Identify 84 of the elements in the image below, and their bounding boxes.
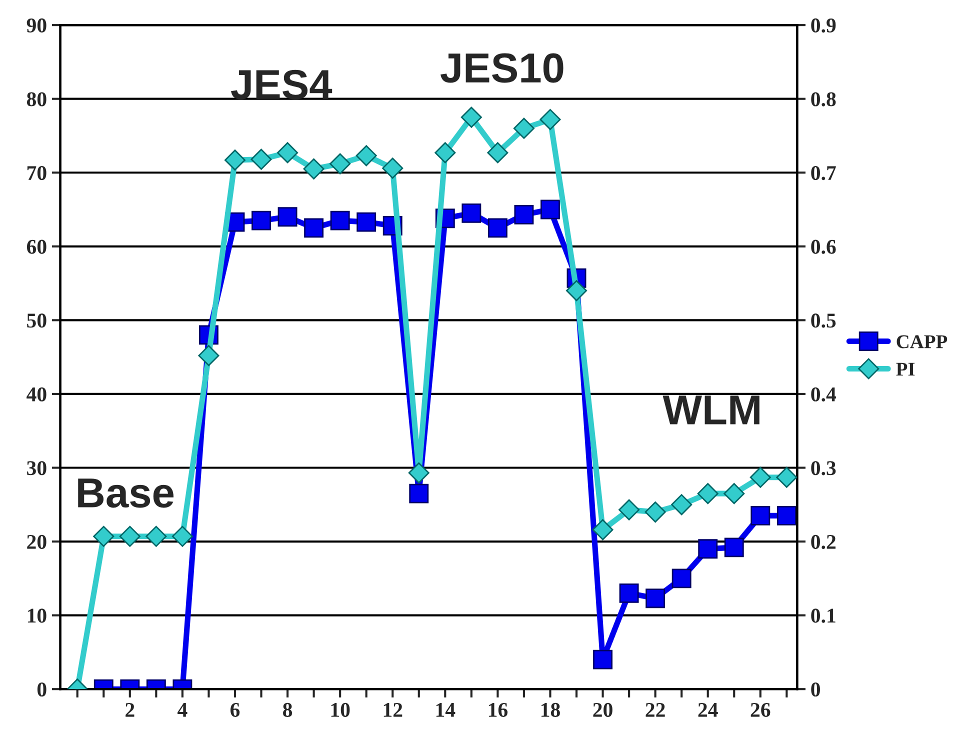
x-tick-label: 2	[126, 702, 134, 717]
point	[330, 153, 351, 174]
x-tick-label: 22	[646, 702, 665, 717]
point	[356, 145, 377, 166]
x-tick-label: 20	[593, 702, 612, 717]
y2-tick-label: 0.4	[811, 387, 836, 402]
point	[671, 494, 692, 516]
annotation: JES10	[440, 53, 564, 83]
x-tick-label: 12	[384, 702, 402, 717]
point	[724, 538, 744, 558]
point	[93, 526, 114, 547]
annotation: WLM	[662, 396, 760, 424]
annotation: JES4	[231, 70, 332, 100]
y-tick-label: 90	[26, 18, 46, 32]
point	[198, 345, 220, 366]
point	[776, 506, 796, 526]
point	[724, 483, 745, 504]
y2-tick-label: 0.5	[811, 314, 836, 328]
point	[409, 484, 429, 504]
y2-tick-label: 0.9	[811, 18, 836, 33]
y2-tick-label: 0.2	[811, 534, 836, 550]
y-tick-label: 60	[26, 240, 46, 254]
point	[750, 506, 770, 526]
point	[619, 583, 639, 603]
x-tick-label: 6	[230, 702, 240, 717]
point	[252, 210, 271, 230]
point	[672, 568, 692, 588]
x-tick-label: 4	[178, 703, 188, 717]
point	[697, 483, 718, 504]
point	[250, 148, 272, 170]
point	[592, 519, 614, 540]
point	[540, 200, 560, 220]
y-tick-label: 30	[27, 461, 46, 476]
point	[618, 499, 640, 520]
point	[488, 218, 508, 238]
point	[119, 526, 140, 547]
x-tick-label: 8	[283, 702, 292, 717]
point	[776, 466, 798, 488]
x-tick-label: 10	[331, 702, 350, 717]
y2-tick-label: 0.7	[811, 166, 836, 180]
point	[487, 142, 508, 164]
point	[277, 142, 298, 164]
legend-label: PI	[896, 362, 915, 376]
point	[356, 212, 376, 232]
point	[750, 466, 771, 488]
y2-tick-label: 0.3	[811, 461, 836, 476]
y2-tick-label: 0.1	[811, 608, 836, 623]
x-tick-label: 16	[488, 702, 508, 717]
y-tick-label: 70	[27, 166, 46, 180]
point	[304, 218, 324, 238]
point	[460, 106, 482, 128]
point	[644, 502, 666, 523]
point	[330, 210, 350, 230]
y-tick-label: 50	[27, 314, 46, 328]
point	[224, 150, 246, 171]
x-tick-label: 14	[436, 702, 456, 717]
point	[698, 539, 718, 559]
y-tick-label: 10	[28, 608, 46, 623]
point	[172, 526, 193, 547]
x-tick-label: 26	[750, 702, 770, 717]
point	[408, 462, 430, 484]
y-tick-label: 80	[26, 92, 46, 106]
point	[146, 526, 167, 547]
point	[646, 588, 666, 608]
point	[593, 650, 612, 670]
point	[514, 204, 534, 224]
point	[462, 203, 482, 223]
y2-tick-label: 0	[811, 682, 820, 697]
y2-tick-label: 0.6	[811, 240, 836, 254]
point	[566, 280, 588, 302]
point	[513, 118, 534, 139]
legend-label: CAPP	[896, 335, 948, 348]
y-tick-label: 20	[27, 534, 46, 549]
point	[434, 142, 456, 164]
x-tick-label: 18	[541, 702, 560, 717]
point	[303, 158, 324, 180]
y-tick-label: 0	[37, 682, 46, 697]
point	[382, 158, 404, 179]
x-tick-label: 24	[698, 702, 718, 717]
y-tick-label: 40	[26, 387, 46, 402]
annotation: Base	[78, 478, 174, 508]
point	[278, 207, 298, 227]
point	[540, 108, 561, 130]
y2-tick-label: 0.8	[811, 92, 836, 106]
